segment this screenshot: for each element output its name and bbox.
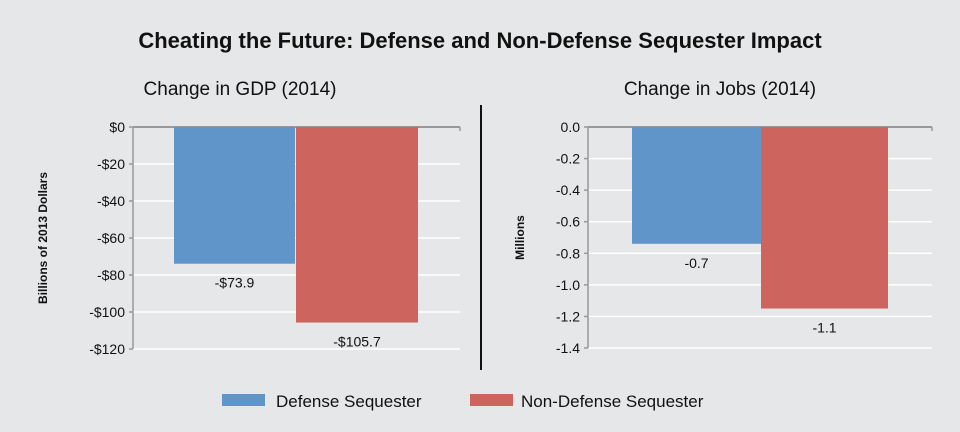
y-tick-label: -1.4 [556, 340, 580, 356]
panel-title: Change in Jobs (2014) [624, 79, 816, 100]
data-label: -$105.7 [333, 334, 381, 350]
data-label: -1.1 [812, 320, 836, 336]
bar-defense [174, 127, 295, 264]
y-tick-label: -$100 [89, 304, 125, 320]
y-tick-label: -$120 [89, 341, 125, 357]
y-tick-label: -0.8 [556, 245, 580, 261]
legend: Defense Sequester Non-Defense Sequester [222, 392, 704, 411]
bar-defense [632, 127, 761, 244]
y-tick-label: 0.0 [561, 119, 581, 135]
y-tick-label: -$40 [97, 193, 125, 209]
y-tick-label: -1.0 [556, 277, 580, 293]
legend-label-non-defense: Non-Defense Sequester [521, 392, 704, 411]
y-tick-label: -0.4 [556, 182, 580, 198]
y-tick-label: -$80 [97, 267, 125, 283]
data-label: -0.7 [684, 255, 708, 271]
y-tick-label: -0.6 [556, 214, 580, 230]
panel-jobs: Change in Jobs (2014) Millions 0.0 -0.2 -0.4… [513, 79, 933, 356]
bar-non-defense [296, 127, 418, 323]
legend-swatch-non-defense [470, 394, 513, 406]
panel-gdp: Change in GDP (2014) Billions of 2013 Dol… [36, 79, 461, 357]
y-axis-label: Billions of 2013 Dollars [36, 172, 50, 304]
panel-title: Change in GDP (2014) [144, 79, 337, 100]
y-axis-label: Millions [513, 215, 527, 260]
y-tick-label: $0 [109, 119, 125, 135]
data-label: -$73.9 [215, 275, 255, 291]
y-tick-label: -1.2 [556, 308, 580, 324]
legend-swatch-defense [222, 394, 265, 406]
legend-label-defense: Defense Sequester [276, 392, 422, 411]
y-tick-label: -$20 [97, 156, 125, 172]
figure-title: Cheating the Future: Defense and Non-Def… [138, 28, 822, 53]
y-tick-label: -$60 [97, 230, 125, 246]
bar-non-defense [761, 127, 888, 309]
y-tick-label: -0.2 [556, 151, 580, 167]
